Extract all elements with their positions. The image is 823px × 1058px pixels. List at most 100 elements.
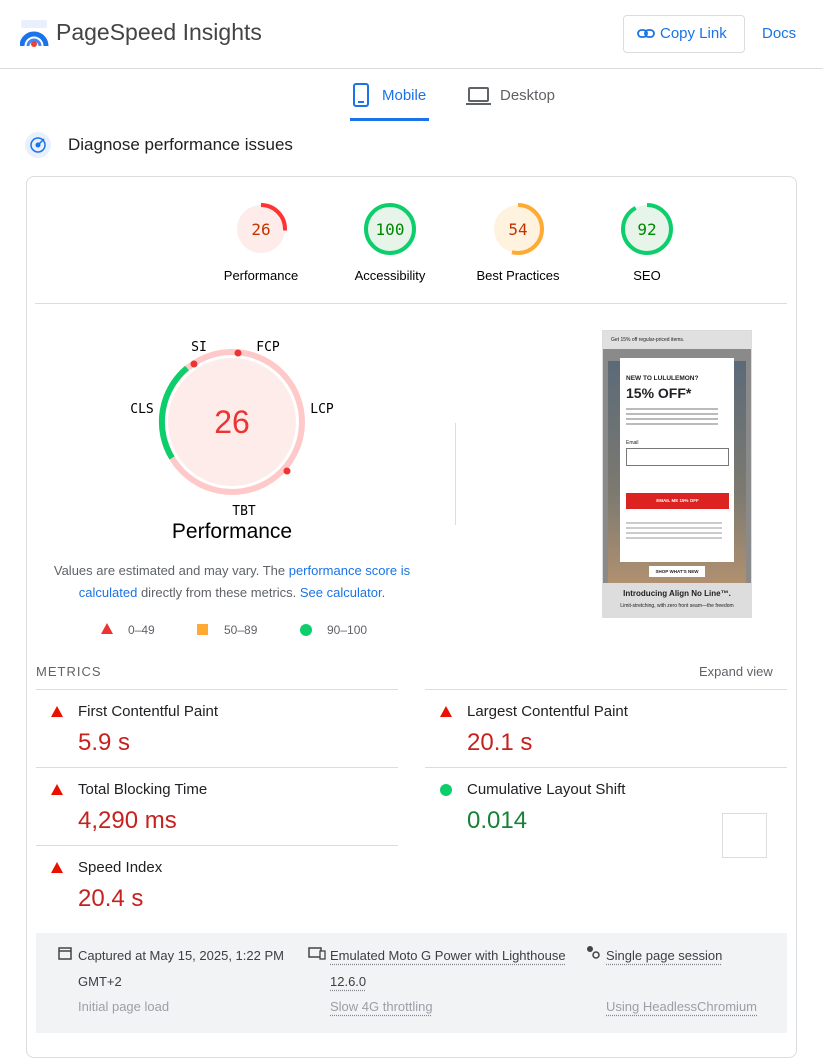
device-icon — [308, 946, 326, 960]
calendar-icon — [58, 946, 72, 960]
metric-icon — [50, 705, 64, 719]
metric-name: Total Blocking Time — [78, 781, 207, 798]
score-value: 100 — [376, 220, 405, 239]
thumb-promo: Introducing Align No Line™. — [603, 589, 751, 598]
score-label: Accessibility — [355, 268, 426, 283]
legend-triangle — [100, 622, 114, 636]
score-gauges: 26 Performance 100 Accessibility 54 Best Prac… — [200, 195, 720, 295]
metric-marker — [191, 361, 198, 368]
device[interactable]: Emulated Moto G Power with Lighthouse — [330, 948, 566, 963]
fail-icon — [50, 705, 64, 719]
lighthouse-version[interactable]: 12.6.0 — [330, 974, 366, 989]
gauge-metric-label: CLS — [130, 402, 153, 417]
metric-value: 20.4 s — [78, 885, 143, 913]
gauge-score: 26 — [214, 404, 250, 440]
note-link[interactable]: See calculator — [300, 585, 382, 600]
metric-divider — [36, 845, 398, 846]
metric-name: Largest Contentful Paint — [467, 703, 628, 720]
score-label: Best Practices — [476, 268, 560, 283]
expand-view[interactable]: Expand view — [699, 664, 773, 679]
metric-name: First Contentful Paint — [78, 703, 218, 720]
legend-label: 90–100 — [327, 623, 367, 637]
note-text: . — [382, 585, 386, 600]
fail-icon — [439, 705, 453, 719]
metric-value: 5.9 s — [78, 729, 130, 757]
page: PageSpeed Insights Copy Link Docs Mobile… — [0, 0, 823, 1024]
legend-circle — [300, 624, 312, 636]
metric-icon — [50, 783, 64, 797]
thumb-shop: SHOP WHAT'S NEW — [649, 566, 705, 577]
thumb-button: EMAIL ME 15% OFF — [626, 493, 729, 509]
vertical-divider — [455, 423, 456, 525]
score-value: 26 — [251, 220, 270, 239]
page-screenshot: Get 15% off regular-priced items. NEW TO… — [602, 330, 752, 618]
score-note: Values are estimated and may vary. The p… — [52, 560, 412, 604]
thumb-banner: Get 15% off regular-priced items. — [603, 331, 752, 349]
metric-divider — [36, 767, 398, 768]
thumb-copy — [626, 408, 718, 426]
link-icon — [637, 28, 655, 40]
desktop-icon — [466, 86, 492, 106]
gauge-metric-label: SI — [191, 340, 207, 355]
captured-at: Captured at May 15, 2025, 1:22 PM — [78, 948, 284, 963]
session[interactable]: Single page session — [606, 948, 722, 963]
gauge-label: Performance — [172, 520, 292, 543]
copy-link-button[interactable]: Copy Link — [623, 15, 745, 53]
browser[interactable]: Using HeadlessChromium — [606, 999, 757, 1014]
thumb-kicker: NEW TO LULULEMON? — [626, 375, 698, 382]
score-value: 54 — [508, 220, 527, 239]
metrics-heading: METRICS — [36, 664, 102, 679]
score-label: Performance — [224, 268, 298, 283]
metric-marker — [284, 468, 291, 475]
legend-label: 0–49 — [128, 623, 155, 637]
tab-mobile[interactable]: Mobile — [382, 87, 426, 104]
tab-underline — [350, 118, 429, 121]
page-load: Initial page load — [78, 999, 169, 1014]
metric-marker — [235, 350, 242, 357]
metric-icon — [439, 783, 453, 797]
timezone: GMT+2 — [78, 974, 122, 989]
thumb-promo-sub: Limit-stretching, with zero front seam—t… — [603, 603, 751, 609]
metric-icon — [50, 861, 64, 875]
section-title: Diagnose performance issues — [68, 135, 293, 155]
session-icon — [586, 945, 600, 959]
metric-name: Cumulative Layout Shift — [467, 781, 625, 798]
legend-label: 50–89 — [224, 623, 257, 637]
app-title: PageSpeed Insights — [56, 19, 262, 46]
metric-divider — [425, 689, 787, 690]
cls-thumbnail — [722, 813, 767, 858]
divider — [35, 303, 787, 304]
throttling[interactable]: Slow 4G throttling — [330, 999, 433, 1014]
runtime-settings: Captured at May 15, 2025, 1:22 PM GMT+2 … — [36, 933, 787, 1033]
fail-icon — [50, 783, 64, 797]
metric-name: Speed Index — [78, 859, 162, 876]
gauge-metric-label: TBT — [232, 504, 256, 519]
note-text: Values are estimated and may vary. The — [54, 563, 289, 578]
fail-icon — [50, 861, 64, 875]
legend-square — [197, 624, 208, 635]
metric-divider — [36, 689, 398, 690]
score-value: 92 — [637, 220, 656, 239]
gauge-metric-label: LCP — [310, 402, 334, 417]
thumb-fineprint — [626, 522, 722, 542]
metric-icon — [439, 705, 453, 719]
docs-link[interactable]: Docs — [762, 25, 796, 42]
thumb-email-input — [626, 448, 729, 466]
metric-value: 20.1 s — [467, 729, 532, 757]
mobile-icon — [352, 83, 372, 109]
copy-link-label: Copy Link — [660, 25, 727, 42]
metric-value: 0.014 — [467, 807, 527, 835]
gauge-metric-label: FCP — [256, 340, 280, 355]
note-text: directly from these metrics. — [137, 585, 300, 600]
metric-divider — [425, 767, 787, 768]
logo — [20, 20, 50, 48]
pass-icon — [439, 783, 453, 797]
performance-gauge: 26 SI FCP LCP TBT CLS Performance — [120, 330, 350, 550]
diagnose-icon — [24, 131, 52, 159]
metric-value: 4,290 ms — [78, 807, 177, 835]
tab-desktop[interactable]: Desktop — [500, 87, 555, 104]
thumb-modal: NEW TO LULULEMON? 15% OFF* Email EMAIL M… — [620, 358, 734, 562]
score-label: SEO — [633, 268, 660, 283]
thumb-headline: 15% OFF* — [626, 385, 691, 401]
thumb-email-label: Email — [626, 440, 639, 446]
